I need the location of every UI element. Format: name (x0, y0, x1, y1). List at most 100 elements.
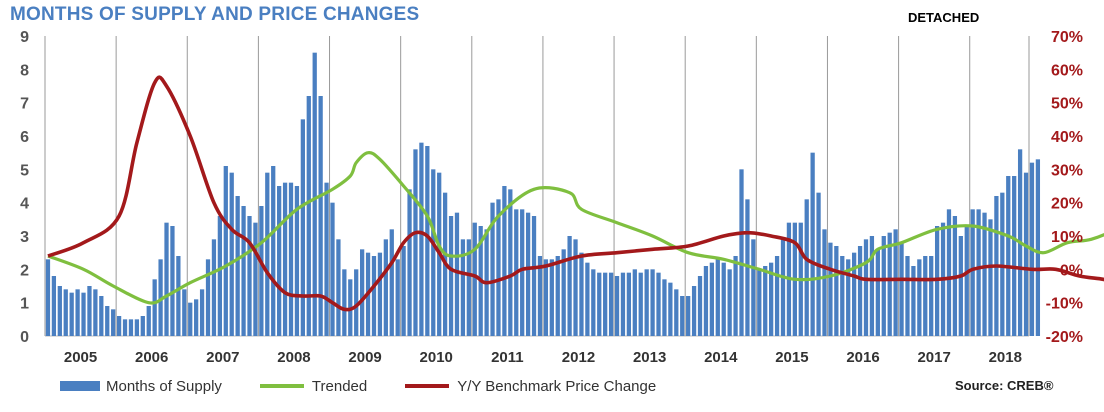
bar (354, 269, 359, 336)
bar (431, 169, 436, 336)
bar (727, 269, 732, 336)
bar (306, 96, 311, 336)
bar (140, 316, 145, 336)
bar-series-months-of-supply (45, 52, 1041, 337)
trended-line (47, 150, 1104, 305)
bar (1023, 172, 1029, 336)
legend-label: Y/Y Benchmark Price Change (457, 377, 657, 395)
bar (780, 239, 786, 336)
bar (929, 256, 934, 336)
bar (662, 279, 667, 336)
bar (294, 186, 300, 336)
bar (869, 236, 875, 336)
bar (739, 169, 744, 336)
bar (288, 182, 294, 336)
bar (899, 242, 904, 336)
legend-swatch-line (259, 384, 304, 388)
bar (757, 269, 762, 336)
bar (217, 216, 223, 336)
bar (911, 266, 916, 336)
bar (531, 216, 537, 336)
bar (176, 256, 181, 336)
bar (508, 189, 513, 336)
bar (691, 286, 697, 336)
bar (591, 269, 596, 336)
left-axis-ticks: 0 1 2 3 4 5 6 7 8 9 (20, 29, 29, 346)
x-tick-label: 2007 (206, 349, 239, 366)
bar (164, 222, 169, 336)
bar (573, 239, 578, 336)
bar (241, 206, 246, 336)
bar (383, 239, 388, 336)
bar (638, 272, 643, 336)
bar (336, 239, 341, 336)
legend: Months of Supply Trended Y/Y Benchmark P… (60, 376, 694, 396)
bar (318, 96, 323, 336)
bar (614, 276, 620, 336)
bar (923, 256, 928, 336)
bar (751, 239, 756, 336)
bar (733, 256, 738, 336)
bar (804, 199, 809, 336)
source-note: Source: CREB® (955, 378, 1054, 393)
bar (745, 199, 750, 336)
bar (834, 246, 839, 336)
bar (93, 289, 98, 336)
x-tick-label: 2006 (135, 349, 168, 366)
bar (721, 262, 726, 336)
bar (395, 259, 400, 336)
bar (377, 252, 383, 336)
bar (887, 232, 892, 336)
bar (45, 259, 51, 336)
bar (99, 296, 104, 336)
bar (401, 246, 406, 336)
bar (1006, 176, 1011, 336)
bar (229, 172, 234, 336)
bar (549, 259, 554, 336)
bar (330, 202, 335, 336)
bar (525, 212, 531, 336)
bar (567, 236, 572, 336)
bar (632, 269, 637, 336)
bar (116, 316, 122, 336)
bar (603, 272, 608, 336)
bar (674, 289, 679, 336)
bar (407, 189, 412, 336)
bar (857, 246, 863, 336)
bar (656, 272, 661, 336)
bar (389, 229, 394, 336)
bar (259, 206, 264, 336)
bar (970, 209, 975, 336)
bar (496, 199, 501, 336)
bar (822, 229, 827, 336)
y-left-tick-label: 3 (20, 229, 29, 246)
bar (863, 239, 869, 336)
bar (709, 262, 715, 336)
bar (680, 296, 685, 336)
bar (851, 252, 857, 336)
y-right-tick-label: 10% (1051, 229, 1083, 246)
x-tick-label: 2013 (633, 349, 666, 366)
bar (413, 149, 418, 336)
bar (697, 276, 703, 336)
bar (81, 292, 86, 336)
bar (608, 272, 614, 336)
bar (828, 242, 833, 336)
bar (466, 239, 471, 336)
bar (875, 249, 880, 336)
bar (122, 319, 128, 336)
legend-swatch-bar (60, 381, 100, 391)
bar (324, 182, 329, 336)
bar (158, 259, 163, 336)
y-left-tick-label: 6 (20, 129, 29, 146)
bar (111, 309, 116, 336)
bar (840, 256, 845, 336)
legend-item-price-change: Y/Y Benchmark Price Change (405, 378, 656, 395)
bar (964, 226, 969, 336)
bar (359, 249, 365, 336)
x-tick-label: 2010 (420, 349, 453, 366)
bar (579, 252, 584, 336)
bar (300, 119, 305, 336)
bar (846, 259, 851, 336)
y-left-tick-label: 1 (20, 296, 29, 313)
